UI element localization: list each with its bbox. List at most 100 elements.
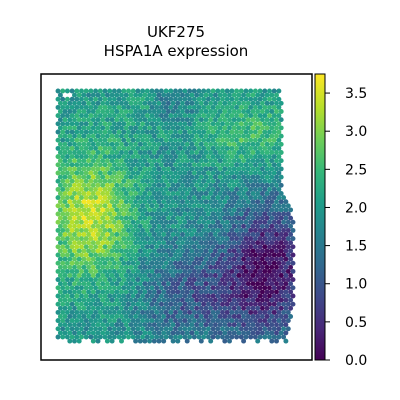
- spot: [83, 178, 89, 184]
- spot: [151, 289, 157, 295]
- spot: [238, 285, 244, 291]
- spot: [248, 121, 254, 127]
- spot: [173, 170, 178, 176]
- spot: [149, 236, 155, 242]
- spot: [67, 141, 73, 147]
- spot: [126, 309, 131, 315]
- spot: [116, 301, 122, 307]
- spot: [281, 195, 287, 201]
- spot: [238, 219, 244, 225]
- spot: [278, 232, 284, 237]
- spot: [224, 252, 230, 258]
- spot: [252, 96, 258, 102]
- spot: [74, 121, 80, 127]
- spot: [205, 252, 211, 258]
- spot: [285, 252, 291, 258]
- spot: [142, 314, 148, 319]
- spot: [81, 240, 87, 246]
- spot: [184, 256, 190, 262]
- spot: [194, 305, 200, 311]
- spot: [121, 145, 127, 151]
- spot: [60, 104, 66, 110]
- spot: [215, 186, 221, 192]
- spot: [64, 301, 70, 307]
- spot: [267, 137, 272, 143]
- spot: [212, 207, 218, 213]
- spot: [201, 129, 207, 135]
- spot: [271, 137, 277, 143]
- spot: [111, 137, 117, 143]
- spot: [97, 129, 103, 135]
- spot: [86, 182, 92, 188]
- spot: [102, 137, 108, 143]
- spot: [109, 330, 115, 336]
- spot: [274, 100, 279, 106]
- spot: [175, 133, 181, 139]
- spot: [114, 215, 120, 221]
- spot: [203, 191, 209, 196]
- spot: [104, 248, 110, 254]
- spot: [62, 289, 68, 295]
- spot: [102, 285, 108, 291]
- spot: [86, 297, 92, 303]
- spot: [137, 297, 143, 303]
- spot: [212, 256, 218, 262]
- spot: [142, 330, 148, 336]
- spot: [236, 256, 242, 262]
- spot: [278, 158, 284, 164]
- spot: [182, 162, 188, 168]
- spot: [121, 334, 127, 340]
- spot: [114, 150, 120, 155]
- spot: [205, 277, 211, 283]
- spot: [163, 227, 169, 233]
- spot: [281, 219, 287, 225]
- spot: [107, 309, 113, 315]
- spot: [238, 301, 244, 307]
- spot: [158, 104, 164, 110]
- spot: [57, 322, 63, 328]
- spot: [234, 195, 240, 201]
- spot: [102, 268, 108, 274]
- spot: [278, 248, 284, 254]
- spot: [262, 301, 268, 307]
- spot: [90, 141, 96, 147]
- spot: [259, 240, 265, 246]
- spot: [74, 154, 80, 160]
- spot: [285, 244, 291, 250]
- spot: [111, 113, 117, 119]
- spot: [76, 223, 82, 229]
- spot: [243, 309, 249, 315]
- spot: [154, 219, 160, 225]
- spot: [241, 289, 247, 295]
- spot: [156, 125, 162, 131]
- spot: [250, 133, 256, 139]
- spot: [236, 273, 242, 278]
- spot: [196, 227, 202, 233]
- spot: [107, 211, 113, 217]
- spot: [57, 256, 63, 262]
- spot: [248, 211, 254, 217]
- spot: [194, 232, 200, 237]
- spot: [250, 314, 256, 319]
- spot: [250, 125, 256, 131]
- spot: [144, 219, 150, 225]
- spot: [173, 293, 178, 299]
- spot: [170, 174, 176, 180]
- spot: [231, 281, 237, 287]
- spot: [156, 133, 162, 139]
- spot: [262, 293, 268, 299]
- spot: [144, 244, 150, 250]
- spot: [264, 117, 270, 123]
- spot: [248, 227, 254, 233]
- spot: [243, 162, 249, 168]
- spot: [231, 166, 237, 172]
- spot: [264, 256, 270, 262]
- spot: [67, 264, 73, 270]
- spot: [208, 248, 214, 254]
- spot: [215, 293, 221, 299]
- spot: [76, 314, 82, 319]
- spot: [121, 252, 127, 258]
- spot: [76, 207, 82, 213]
- spot: [74, 113, 80, 119]
- spot: [234, 129, 240, 135]
